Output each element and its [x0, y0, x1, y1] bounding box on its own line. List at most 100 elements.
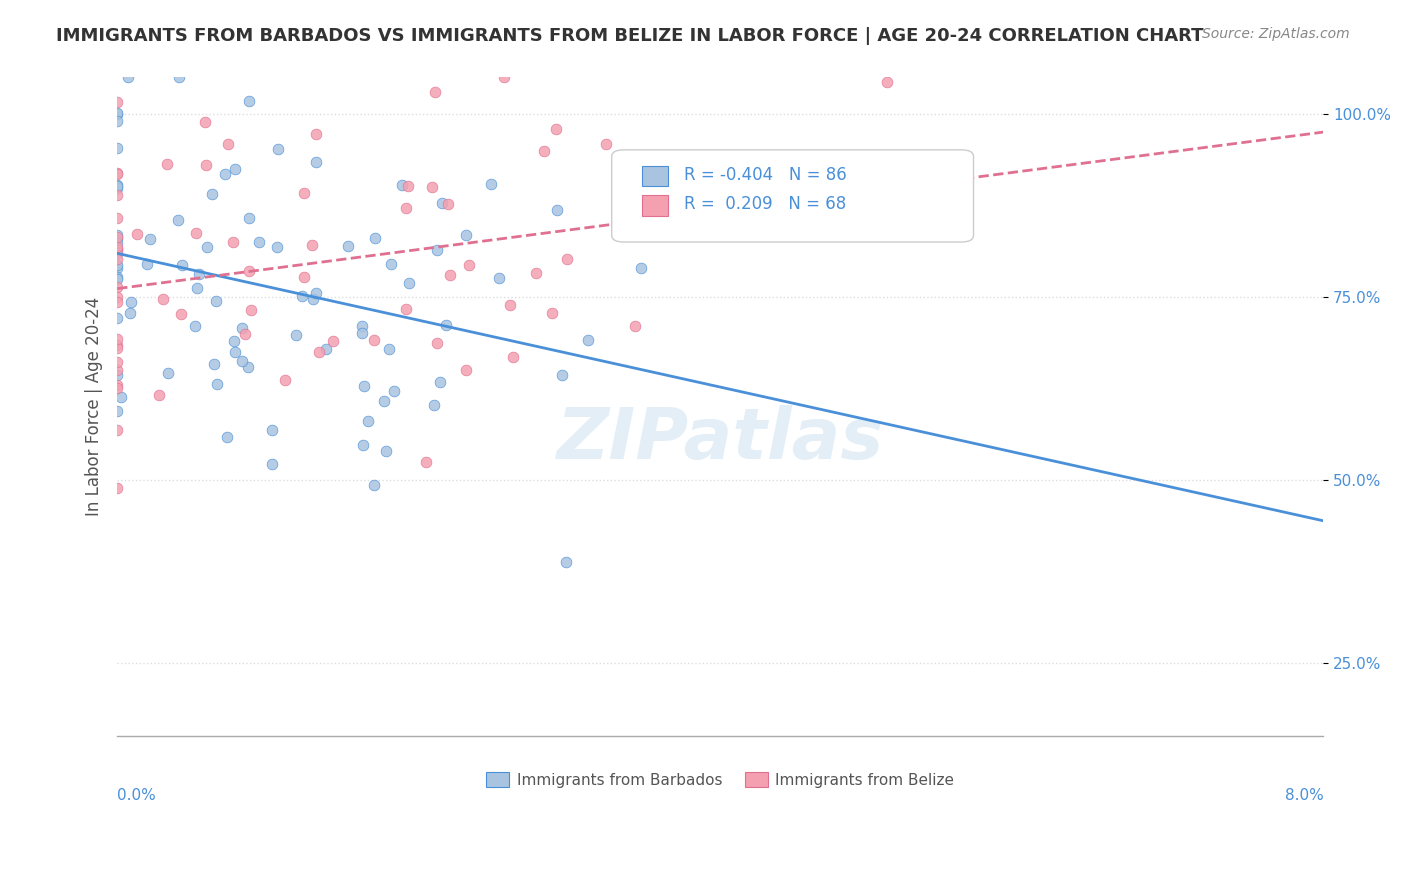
Point [430, 196, 453, 211]
Point [105, 423, 128, 437]
Point [105, 368, 128, 382]
Point [186, 226, 208, 240]
Point [105, 381, 128, 395]
Point [717, 190, 740, 204]
Point [458, 258, 481, 272]
Point [105, 107, 128, 121]
Point [377, 342, 399, 356]
Point [380, 257, 402, 271]
Point [305, 154, 328, 169]
Point [105, 167, 128, 181]
Text: 0.0%: 0.0% [117, 789, 156, 804]
Point [157, 366, 180, 380]
Point [395, 201, 418, 215]
Point [357, 413, 380, 427]
Point [187, 268, 209, 282]
Point [105, 181, 128, 195]
Point [105, 332, 128, 346]
Point [231, 320, 253, 334]
Point [105, 235, 128, 250]
Text: ZIPatlas: ZIPatlas [557, 405, 884, 474]
Point [117, 70, 139, 85]
Text: 8.0%: 8.0% [1285, 789, 1323, 804]
Point [105, 404, 128, 418]
FancyBboxPatch shape [641, 166, 668, 186]
Text: IMMIGRANTS FROM BARBADOS VS IMMIGRANTS FROM BELIZE IN LABOR FORCE | AGE 20-24 CO: IMMIGRANTS FROM BARBADOS VS IMMIGRANTS F… [56, 27, 1204, 45]
Point [375, 444, 398, 458]
Point [423, 399, 446, 413]
Point [828, 183, 851, 197]
Point [148, 388, 170, 402]
Point [364, 231, 387, 245]
Point [302, 292, 325, 306]
Point [436, 196, 458, 211]
Point [205, 376, 228, 391]
Point [262, 423, 284, 437]
Y-axis label: In Labor Force | Age 20-24: In Labor Force | Age 20-24 [86, 297, 103, 516]
Point [301, 238, 323, 252]
Point [285, 327, 308, 342]
Point [139, 232, 162, 246]
Point [247, 235, 270, 250]
Point [350, 326, 373, 340]
Point [624, 319, 647, 334]
Point [336, 239, 359, 253]
Point [260, 458, 283, 472]
Point [479, 178, 502, 192]
Point [105, 355, 128, 369]
Point [201, 186, 224, 201]
Point [239, 303, 262, 318]
Point [233, 327, 256, 342]
Point [194, 114, 217, 128]
Point [217, 430, 239, 444]
FancyBboxPatch shape [641, 195, 668, 216]
Point [152, 292, 174, 306]
Point [105, 228, 128, 243]
Point [550, 368, 572, 383]
Point [105, 377, 128, 392]
Text: R = -0.404   N = 86: R = -0.404 N = 86 [685, 166, 846, 184]
Point [630, 260, 652, 275]
Point [202, 357, 225, 371]
Point [224, 162, 246, 177]
Point [315, 343, 337, 357]
Legend: Immigrants from Barbados, Immigrants from Belize: Immigrants from Barbados, Immigrants fro… [479, 765, 960, 794]
Point [105, 245, 128, 260]
Point [105, 95, 128, 110]
Point [238, 211, 260, 225]
Point [105, 230, 128, 244]
Point [429, 375, 451, 389]
Point [170, 307, 193, 321]
Point [524, 266, 547, 280]
Point [439, 268, 461, 282]
Point [105, 258, 128, 272]
Point [205, 293, 228, 308]
Point [292, 186, 315, 201]
Point [105, 243, 128, 257]
Point [238, 264, 260, 278]
Point [454, 227, 477, 242]
Point [222, 334, 245, 348]
Point [105, 141, 128, 155]
Point [456, 363, 478, 377]
Point [876, 75, 898, 89]
Point [353, 379, 375, 393]
Point [110, 390, 132, 404]
Point [120, 295, 142, 310]
Point [217, 136, 239, 151]
Point [105, 187, 128, 202]
Point [195, 157, 218, 171]
Point [224, 345, 246, 359]
Point [105, 230, 128, 244]
Point [238, 95, 260, 109]
Point [105, 211, 128, 225]
Point [546, 202, 568, 217]
Point [436, 318, 458, 333]
Point [105, 106, 128, 120]
Point [105, 295, 128, 310]
Point [105, 289, 128, 303]
Point [267, 142, 290, 156]
Point [167, 70, 190, 85]
Point [896, 206, 918, 220]
Point [221, 235, 243, 249]
